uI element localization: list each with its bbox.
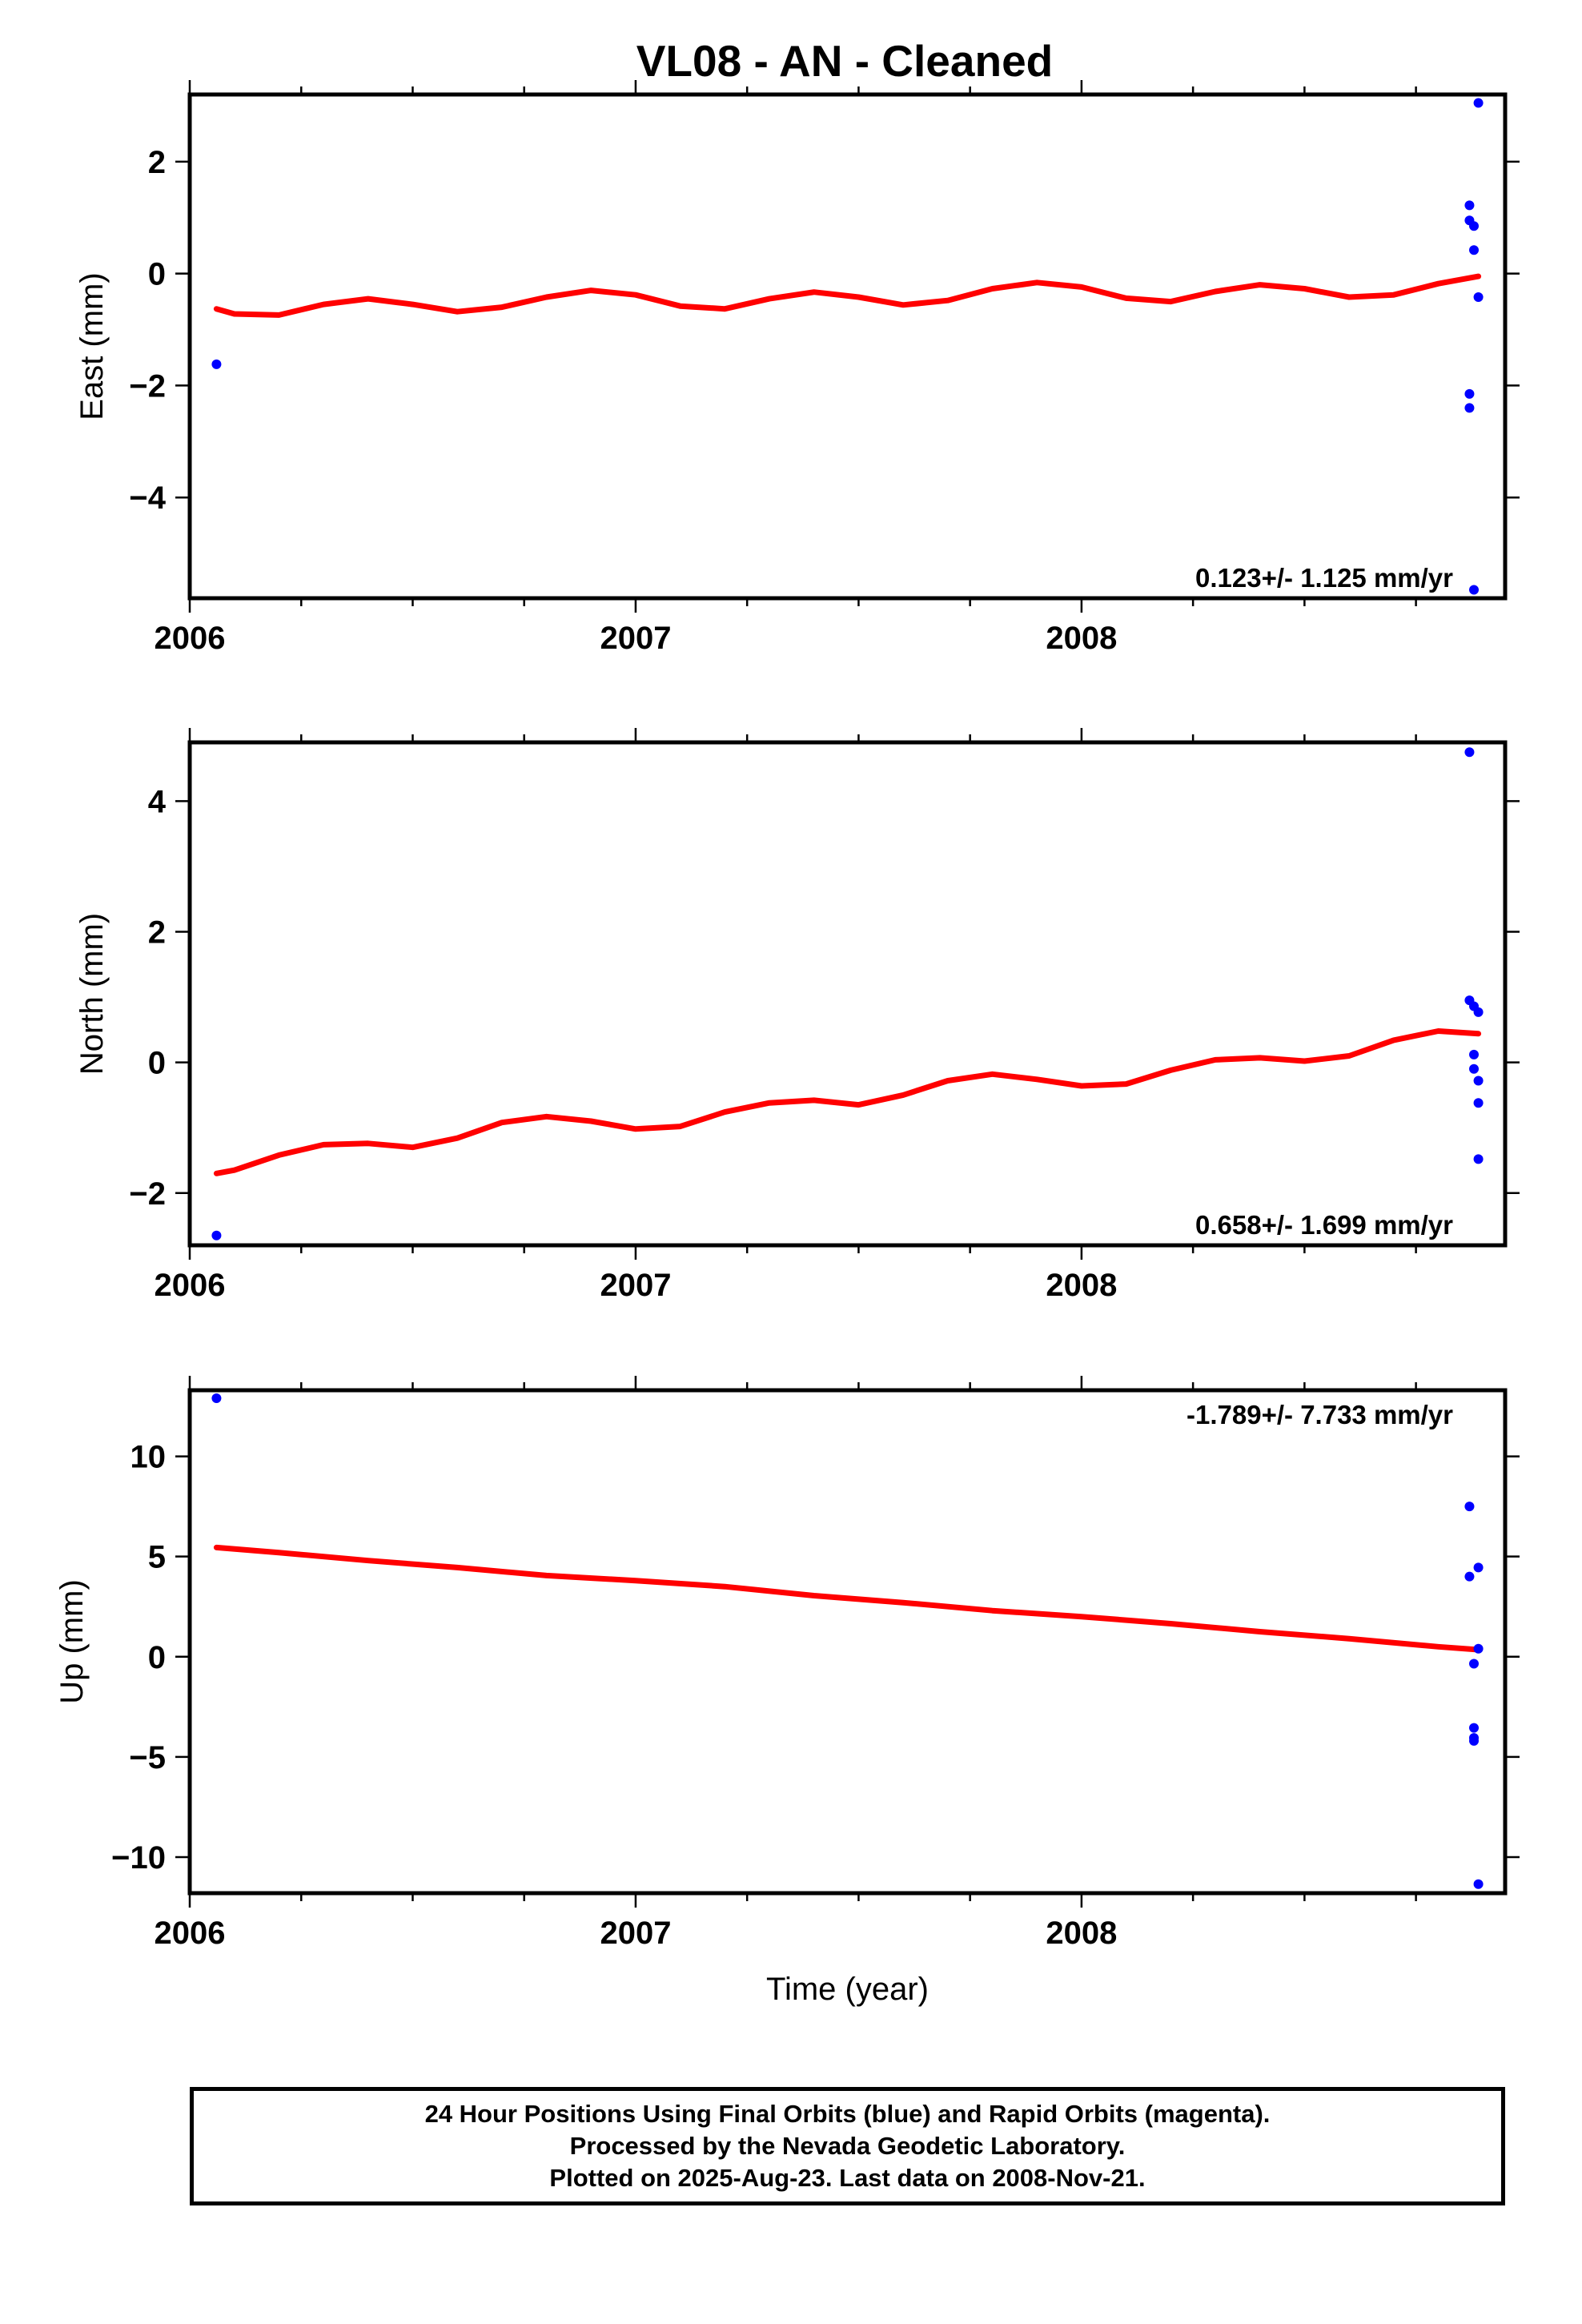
footer-line-2: Processed by the Nevada Geodetic Laborat… bbox=[569, 2132, 1126, 2160]
data-point bbox=[1469, 221, 1480, 231]
data-point bbox=[211, 1230, 222, 1240]
x-tick-label: 2007 bbox=[600, 1916, 671, 1951]
plot-frame bbox=[187, 1388, 1508, 1896]
data-point bbox=[211, 359, 222, 369]
data-point bbox=[1464, 200, 1475, 211]
data-point bbox=[1469, 1063, 1480, 1074]
data-point bbox=[1464, 388, 1475, 399]
x-tick-label: 2006 bbox=[155, 1268, 226, 1303]
panel-north: 2006 2007 2008 −2 0 2 4 North (mm) 0.658+/- 1.69… bbox=[74, 728, 1520, 1303]
footer-line-3: Plotted on 2025-Aug-23. Last data on 200… bbox=[549, 2164, 1146, 2192]
plot-frame bbox=[187, 92, 1508, 601]
data-point bbox=[1473, 1643, 1484, 1654]
y-axis-label: Up (mm) bbox=[54, 1579, 90, 1704]
data-point bbox=[1473, 1076, 1484, 1086]
data-point bbox=[1464, 1571, 1475, 1582]
y-axis-label: East (mm) bbox=[74, 272, 110, 420]
y-tick-label: 10 bbox=[130, 1440, 167, 1475]
y-tick-label: 5 bbox=[148, 1540, 166, 1575]
footer-line-1: 24 Hour Positions Using Final Orbits (bl… bbox=[424, 2100, 1271, 2128]
data-layer bbox=[213, 1544, 1482, 1653]
y-tick-label: −4 bbox=[129, 480, 166, 516]
y-tick-label: 2 bbox=[148, 915, 166, 951]
data-point bbox=[211, 1393, 222, 1404]
data-point bbox=[1473, 1879, 1484, 1889]
x-axis-label: Time (year) bbox=[766, 1972, 929, 2007]
y-tick-label: 2 bbox=[148, 145, 166, 180]
data-point bbox=[1469, 1659, 1480, 1669]
fit-line bbox=[213, 1544, 1482, 1653]
panel-up: 2006 2007 2008 −10 −5 0 5 10 Up (mm) Time (year) -… bbox=[54, 1376, 1520, 2007]
y-tick-label: 0 bbox=[148, 1046, 166, 1081]
x-tick-label: 2007 bbox=[600, 1268, 671, 1303]
chart-title: VL08 - AN - Cleaned bbox=[636, 36, 1054, 86]
y-tick-label: 0 bbox=[148, 257, 166, 292]
data-point bbox=[1473, 1007, 1484, 1017]
data-point bbox=[1469, 1733, 1480, 1743]
y-axis-label: North (mm) bbox=[74, 913, 110, 1075]
x-tick-label: 2006 bbox=[155, 621, 226, 656]
data-point bbox=[1473, 292, 1484, 302]
data-point bbox=[1473, 98, 1484, 108]
y-tick-label: −2 bbox=[129, 368, 166, 404]
x-tick-label: 2008 bbox=[1046, 621, 1117, 656]
x-tick-label: 2008 bbox=[1046, 1916, 1117, 1951]
y-tick-label: 4 bbox=[148, 784, 167, 819]
rate-annotation: -1.789+/- 7.733 mm/yr bbox=[1186, 1400, 1453, 1429]
data-layer bbox=[213, 1028, 1482, 1176]
data-point bbox=[1469, 1723, 1480, 1733]
rate-annotation: 0.123+/- 1.125 mm/yr bbox=[1195, 563, 1453, 593]
y-tick-label: −10 bbox=[111, 1840, 166, 1876]
fit-line bbox=[213, 273, 1482, 318]
data-point bbox=[1473, 1562, 1484, 1573]
x-tick-label: 2007 bbox=[600, 621, 671, 656]
fit-line bbox=[213, 1028, 1482, 1176]
rate-annotation: 0.658+/- 1.699 mm/yr bbox=[1195, 1210, 1453, 1240]
chart-panels: 2006 2007 2008 −4 −2 0 2 East (mm) 0.123+/- 1.12… bbox=[54, 80, 1520, 2007]
x-tick-label: 2008 bbox=[1046, 1268, 1117, 1303]
data-point bbox=[1473, 1154, 1484, 1164]
y-tick-label: 0 bbox=[148, 1640, 166, 1675]
panel-east: 2006 2007 2008 −4 −2 0 2 East (mm) 0.123+/- 1.12… bbox=[74, 80, 1520, 656]
data-point bbox=[1469, 245, 1480, 255]
data-point bbox=[1464, 1502, 1475, 1512]
data-point bbox=[1469, 585, 1480, 595]
x-tick-label: 2006 bbox=[155, 1916, 226, 1951]
y-tick-label: −2 bbox=[129, 1176, 166, 1212]
data-point bbox=[1473, 1098, 1484, 1108]
data-point bbox=[1469, 1049, 1480, 1059]
footer-info-box: 24 Hour Positions Using Final Orbits (bl… bbox=[190, 2087, 1505, 2205]
data-point bbox=[1464, 747, 1475, 758]
data-point bbox=[1464, 403, 1475, 413]
data-layer bbox=[213, 273, 1482, 318]
y-tick-label: −5 bbox=[129, 1740, 166, 1775]
plot-frame bbox=[187, 740, 1508, 1248]
